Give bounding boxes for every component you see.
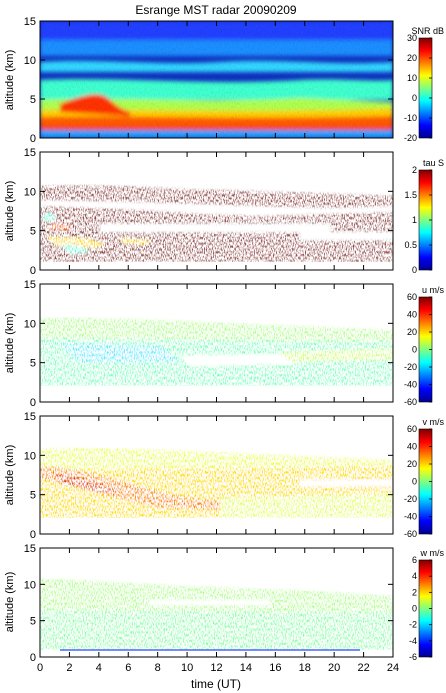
tau-colorbar-tick-label: 0.5 <box>404 240 417 250</box>
tau-ylabel: altitude (km) <box>4 181 16 242</box>
v-colorbar-label: v m/s <box>423 417 445 427</box>
v-colorbar-tick-label: 60 <box>407 424 417 434</box>
u-colorbar-tick-label: 60 <box>407 292 417 302</box>
snr-colorbar-tick-label: 20 <box>407 53 417 63</box>
v-colorbar-tick-label: -40 <box>404 512 417 522</box>
v-y-tick-label: 10 <box>24 450 36 462</box>
x-tick-label: 0 <box>37 662 43 674</box>
x-tick-label: 16 <box>269 662 281 674</box>
x-tick-label: 8 <box>155 662 161 674</box>
w-heatmap <box>40 578 393 651</box>
snr-y-tick-label: 15 <box>24 16 36 28</box>
v-y-tick-label: 0 <box>30 529 36 541</box>
tau-y-tick-label: 10 <box>24 186 36 198</box>
tau-y-tick-label: 0 <box>30 265 36 277</box>
u-heatmap <box>40 317 393 386</box>
panel-snr: 0 5 10 15 altitude (km) SNR dB 30 20 10 0 -10 -2… <box>4 16 444 145</box>
x-tick-label: 18 <box>299 662 311 674</box>
w-colorbar-tick-label: -6 <box>409 652 417 662</box>
snr-colorbar-tick-label: -20 <box>404 133 417 143</box>
tau-y-tick-label: 15 <box>24 147 36 159</box>
snr-y-tick-label: 5 <box>30 94 36 106</box>
x-tick-label: 4 <box>96 662 102 674</box>
tau-heatmap <box>40 184 393 262</box>
panel-tau: 0 5 10 15 altitude (km) tau S 2 1.5 1 0.5 0 <box>4 147 444 277</box>
u-y-tick-label: 0 <box>30 397 36 409</box>
u-y-tick-label: 10 <box>24 318 36 330</box>
w-y-tick-label: 0 <box>30 652 36 664</box>
tau-colorbar-tick-label: 1.5 <box>404 190 417 200</box>
u-colorbar-label: u m/s <box>422 285 445 295</box>
v-y-tick-label: 5 <box>30 490 36 502</box>
x-tick-label: 6 <box>125 662 131 674</box>
w-colorbar-tick-label: 4 <box>412 571 417 581</box>
x-tick-label: 12 <box>210 662 222 674</box>
v-colorbar-tick-label: -20 <box>404 494 417 504</box>
w-colorbar-tick-label: 0 <box>412 604 417 614</box>
w-colorbar-tick-label: 2 <box>412 587 417 597</box>
panel-v: 0 5 10 15 altitude (km) v m/s 60 40 20 0 -20 -40… <box>4 411 444 541</box>
u-y-tick-label: 5 <box>30 358 36 370</box>
snr-colorbar-tick-label: 30 <box>407 33 417 43</box>
v-colorbar-tick-label: 0 <box>412 477 417 487</box>
tau-colorbar-tick-label: 0 <box>412 265 417 275</box>
snr-colorbar <box>418 37 433 139</box>
snr-heatmap <box>40 21 393 138</box>
v-colorbar-tick-label: -60 <box>404 529 417 539</box>
tau-colorbar-tick-label: 1 <box>412 215 417 225</box>
tau-colorbar-tick-label: 2 <box>412 165 417 175</box>
snr-ylabel: altitude (km) <box>4 50 16 111</box>
u-colorbar-tick-label: 0 <box>412 345 417 355</box>
x-tick-label: 22 <box>357 662 369 674</box>
tau-colorbar-label: tau S <box>423 158 444 168</box>
figure-title: Esrange MST radar 20090209 <box>135 3 297 17</box>
v-colorbar-tick-label: 40 <box>407 442 417 452</box>
x-tick-label: 14 <box>240 662 252 674</box>
x-tick-label: 2 <box>66 662 72 674</box>
tau-y-tick-label: 5 <box>30 226 36 238</box>
v-ylabel: altitude (km) <box>4 445 16 506</box>
u-colorbar-tick-label: -40 <box>404 380 417 390</box>
x-tick-label: 24 <box>387 662 399 674</box>
v-heatmap <box>40 447 393 518</box>
w-colorbar-tick-label: -4 <box>409 636 417 646</box>
x-axis-label: time (UT) <box>191 677 241 691</box>
u-colorbar-tick-label: -20 <box>404 362 417 372</box>
snr-y-tick-label: 0 <box>30 133 36 145</box>
v-colorbar-tick-label: 20 <box>407 459 417 469</box>
snr-y-tick-label: 10 <box>24 55 36 67</box>
w-y-tick-label: 10 <box>24 579 36 591</box>
v-y-tick-label: 15 <box>24 411 36 423</box>
u-colorbar-tick-label: 20 <box>407 327 417 337</box>
snr-colorbar-tick-label: 0 <box>412 93 417 103</box>
x-tick-label: 10 <box>181 662 193 674</box>
w-colorbar-tick-label: 6 <box>412 555 417 565</box>
snr-colorbar-tick-label: 10 <box>407 73 417 83</box>
u-ylabel: altitude (km) <box>4 313 16 374</box>
x-tick-label: 20 <box>328 662 340 674</box>
w-ylabel: altitude (km) <box>4 572 16 633</box>
w-colorbar-label: w m/s <box>420 548 445 558</box>
u-colorbar-tick-label: 40 <box>407 310 417 320</box>
snr-colorbar-tick-label: -10 <box>404 113 417 123</box>
panel-u: 0 5 10 15 altitude (km) u m/s 60 40 20 0 -20 -40… <box>4 279 444 409</box>
u-y-tick-label: 15 <box>24 279 36 291</box>
w-colorbar-tick-label: -2 <box>409 620 417 630</box>
u-colorbar-tick-label: -60 <box>404 397 417 407</box>
w-y-tick-label: 5 <box>30 616 36 628</box>
w-y-tick-label: 15 <box>24 543 36 555</box>
snr-colorbar-label: SNR dB <box>411 26 444 36</box>
